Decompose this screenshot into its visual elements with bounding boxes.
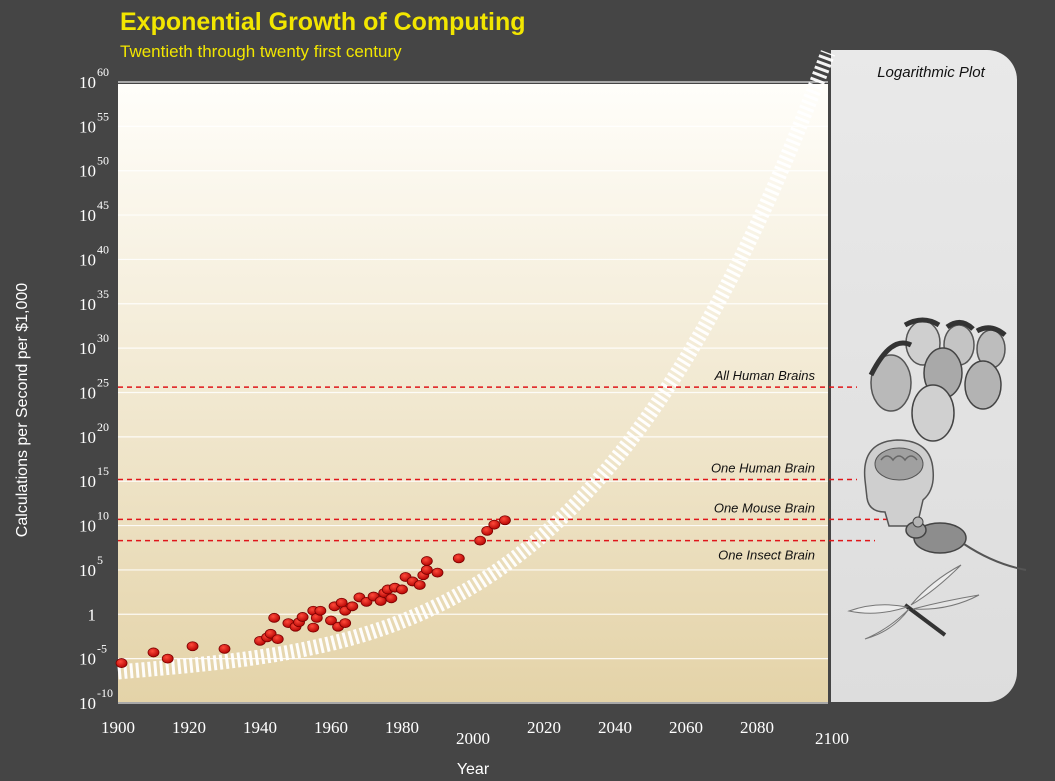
y-tick-exponent: 60 [97,65,109,79]
y-tick-label: 10 [79,295,96,314]
data-point [186,641,199,652]
y-tick-exponent: -10 [97,686,113,700]
y-tick-exponent: 30 [97,331,109,345]
y-tick-exponent: 40 [97,242,109,256]
x-tick-label: 1900 [101,718,135,737]
reference-line-label: One Human Brain [711,460,815,475]
y-tick-exponent: 50 [97,154,109,168]
data-point [268,612,281,623]
x-tick-label: 1940 [243,718,277,737]
reference-lines: All Human Brains One Human Brain One Mouse… [118,368,915,563]
y-tick-label: 10 [79,650,96,669]
y-tick-label: 10 [79,117,96,136]
data-point [115,658,128,668]
y-tick-label: 10 [79,162,96,181]
y-tick-label: 10 [79,561,96,580]
x-tick-label: 1920 [172,718,206,737]
y-tick-label: 10 [79,384,96,403]
data-point [296,612,309,622]
y-tick-label: 10 [79,250,96,269]
data-point [452,553,465,564]
y-axis-ticks: 1060105510501045104010351030102510201015… [79,65,113,713]
data-point [396,584,408,595]
data-point [271,634,284,645]
x-tick-label: 2060 [669,718,703,737]
mouse-icon [905,516,1027,571]
data-point [413,580,426,590]
x-tick-label: 2020 [527,718,561,737]
reference-line-label: One Insect Brain [718,548,815,563]
y-tick-exponent: 15 [97,464,109,478]
x-axis-label: Year [457,761,490,778]
data-point [499,515,511,526]
data-point [488,519,501,530]
trend-band [117,50,836,680]
chart-subtitle: Twentieth through twenty first century [120,42,402,61]
y-tick-exponent: -5 [97,642,107,656]
dragonfly-icon [847,564,980,640]
data-point [420,556,433,566]
data-point [325,615,337,626]
y-tick-label: 10 [79,206,96,225]
chart-title: Exponential Growth of Computing [120,8,526,36]
gridlines [118,81,828,704]
data-point [314,605,327,616]
data-point [474,535,487,546]
data-point [431,567,444,578]
data-point [339,618,352,629]
human-heads-icon [868,317,1007,442]
data-point [307,622,320,633]
data-point [481,525,494,536]
x-tick-label: 2080 [740,718,774,737]
y-tick-label: 10 [79,472,96,491]
y-tick-label: 10 [79,694,96,713]
x-tick-label: 1980 [385,718,419,737]
data-point [346,601,359,612]
y-tick-label: 10 [79,428,96,447]
human-brain-icon [863,439,935,527]
y-tick-label: 1 [88,605,97,624]
x-tick-label: 2100 [815,729,849,748]
x-tick-label: 2040 [598,718,632,737]
x-axis-ticks: 1900 1920 1940 1960 1980 2000 2020 2040 2060 2080… [101,718,849,748]
x-tick-label: 1960 [314,718,348,737]
y-tick-exponent: 35 [97,287,109,301]
data-point [161,653,174,664]
data-point [385,593,398,604]
y-tick-exponent: 5 [97,553,103,567]
data-point [147,647,160,658]
data-points [115,515,511,668]
y-tick-exponent: 25 [97,376,109,390]
reference-line-label: One Mouse Brain [714,500,815,515]
y-tick-label: 10 [79,73,96,92]
y-tick-exponent: 20 [97,420,109,434]
y-tick-label: 10 [79,517,96,536]
data-point [420,565,433,575]
x-tick-label: 2000 [456,729,490,748]
y-tick-exponent: 55 [97,109,109,123]
reference-line-label: All Human Brains [714,368,816,383]
data-point [218,643,231,654]
y-tick-exponent: 10 [97,509,109,523]
panel-label: Logarithmic Plot [877,64,985,81]
y-tick-exponent: 45 [97,198,109,212]
y-tick-label: 10 [79,339,96,358]
trend-line [117,50,836,680]
y-axis-label: Calculations per Second per $1,000 [14,283,31,537]
